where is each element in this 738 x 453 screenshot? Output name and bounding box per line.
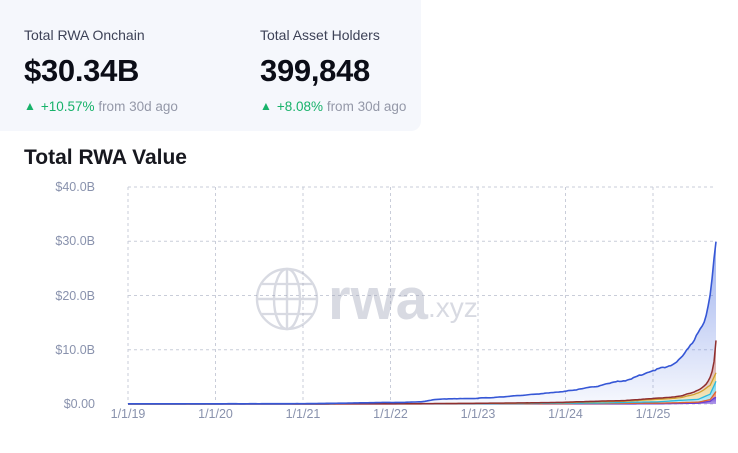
svg-text:rwa.xyz: rwa.xyz bbox=[328, 267, 478, 332]
